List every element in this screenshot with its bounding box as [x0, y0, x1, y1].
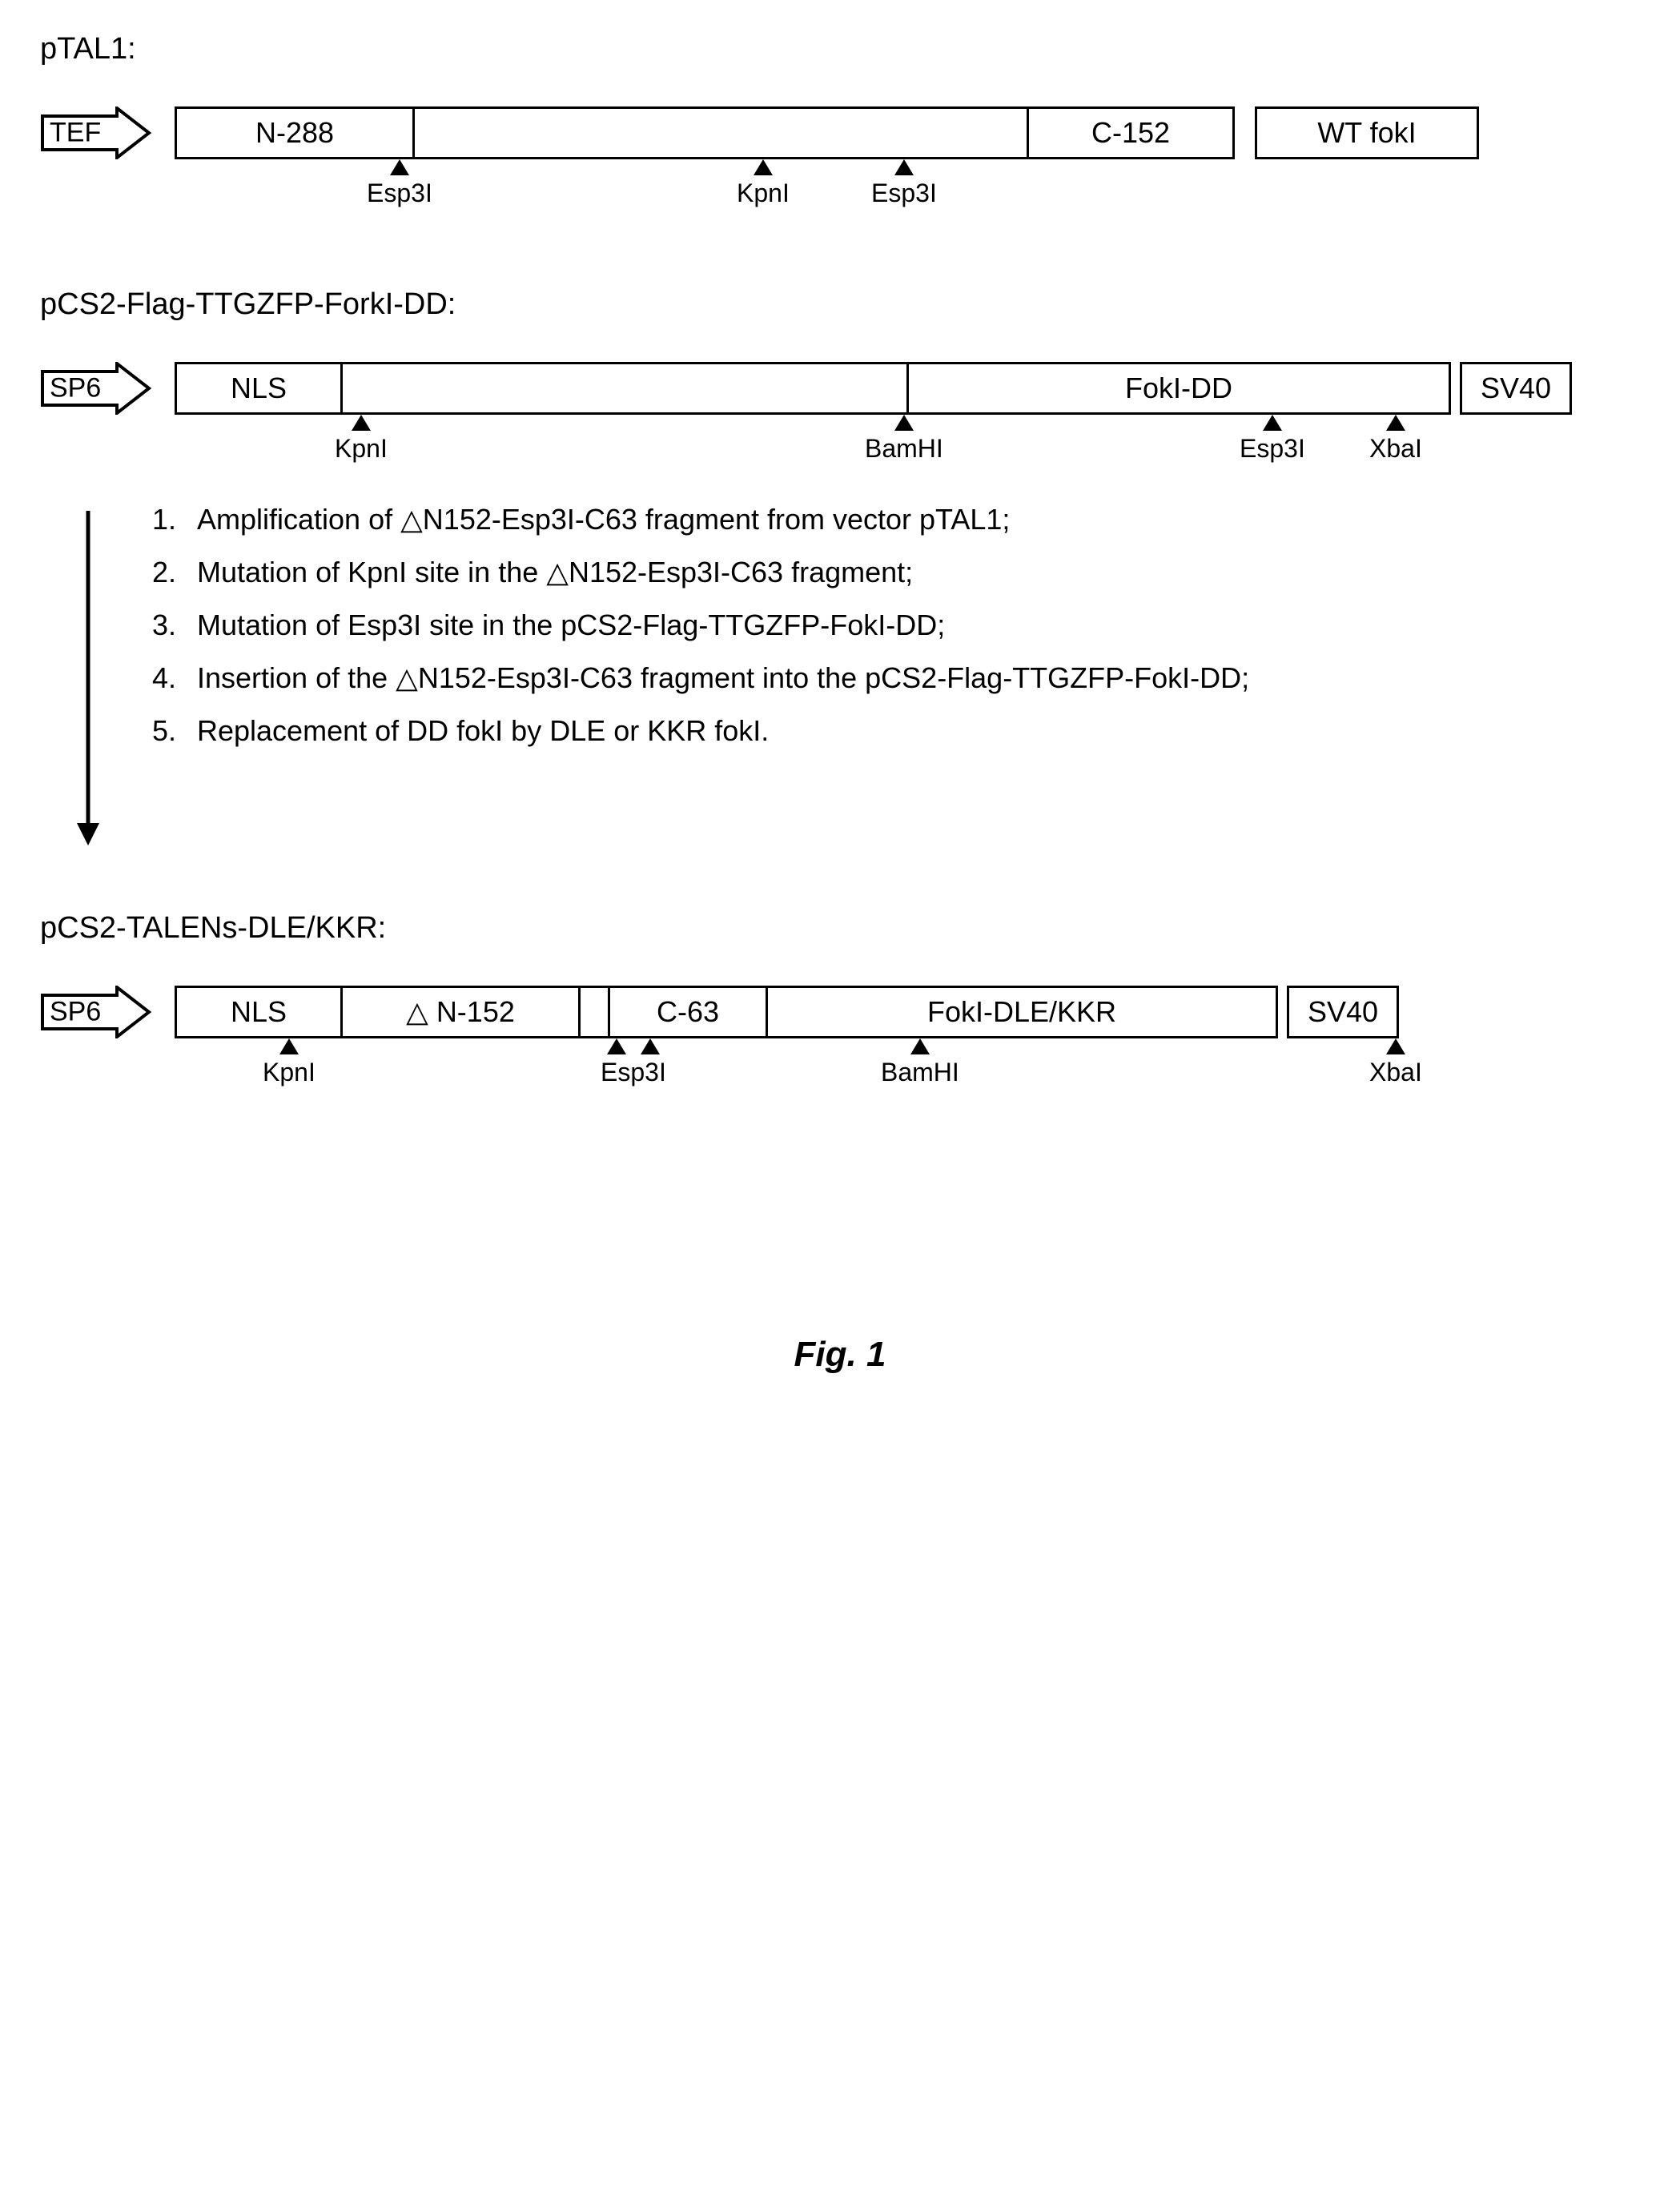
promoter-sp6-2: SP6 — [40, 986, 152, 1038]
step-5-text: Replacement of DD fokI by DLE or KKR fok… — [197, 714, 769, 748]
steps-section: 1. Amplification of △N152-Esp3I-C63 frag… — [72, 503, 1640, 847]
c2-marker-label-3: Esp3I — [1240, 434, 1305, 464]
c2-marker-xbai: XbaI — [1369, 415, 1422, 464]
c2-marker-esp3i: Esp3I — [1240, 415, 1305, 464]
triangle-icon — [641, 1038, 660, 1054]
triangle-icon — [754, 159, 773, 175]
step-1-num: 1. — [152, 503, 197, 536]
triangle-icon — [1386, 415, 1405, 431]
construct1-markers: Esp3I KpnI Esp3I — [40, 159, 1640, 215]
c2-seg-nls: NLS — [175, 362, 343, 415]
step-1: 1. Amplification of △N152-Esp3I-C63 frag… — [152, 503, 1249, 536]
c3-marker-label-2: Esp3I — [601, 1058, 666, 1087]
down-arrow-icon — [72, 511, 104, 847]
triangle-icon — [1263, 415, 1282, 431]
c2-seg-sv40: SV40 — [1460, 362, 1572, 415]
step-2: 2. Mutation of KpnI site in the △N152-Es… — [152, 556, 1249, 589]
c1-seg-mid — [412, 106, 1029, 159]
c3-marker-kpni: KpnI — [263, 1038, 316, 1087]
steps-list: 1. Amplification of △N152-Esp3I-C63 frag… — [152, 503, 1249, 767]
triangle-icon — [390, 159, 409, 175]
step-1-text: Amplification of △N152-Esp3I-C63 fragmen… — [197, 503, 1010, 536]
figure-caption: Fig. 1 — [40, 1335, 1640, 1375]
c3-marker-bamhi: BamHI — [881, 1038, 959, 1087]
step-2-num: 2. — [152, 556, 197, 589]
step-5: 5. Replacement of DD fokI by DLE or KKR … — [152, 714, 1249, 748]
c3-seg-fokidlekkr: FokI-DLE/KKR — [766, 986, 1278, 1038]
c2-seg-fokidd: FokI-DD — [906, 362, 1451, 415]
c1-marker-label-3: Esp3I — [871, 179, 937, 208]
construct2-markers: KpnI BamHI Esp3I XbaI — [40, 415, 1640, 471]
c3-seg-spacer — [578, 986, 610, 1038]
c3-seg-nls: NLS — [175, 986, 343, 1038]
construct3-markers: KpnI Esp3I BamHI XbaI — [40, 1038, 1640, 1094]
construct-ptal1: pTAL1: TEF N-288 C-152 WT fokI Esp3I Kpn… — [40, 32, 1640, 215]
c2-marker-label-2: BamHI — [865, 434, 943, 464]
c1-marker-label-1: Esp3I — [367, 179, 432, 208]
step-4: 4. Insertion of the △N152-Esp3I-C63 frag… — [152, 661, 1249, 695]
c2-marker-bamhi: BamHI — [865, 415, 943, 464]
c1-seg-c152: C-152 — [1027, 106, 1235, 159]
promoter-sp6-2-label: SP6 — [50, 997, 101, 1028]
promoter-tef-label: TEF — [50, 118, 101, 149]
c3-marker-label-4: XbaI — [1369, 1058, 1422, 1087]
step-3: 3. Mutation of Esp3I site in the pCS2-Fl… — [152, 608, 1249, 642]
construct1-title: pTAL1: — [40, 32, 1640, 66]
promoter-tef: TEF — [40, 106, 152, 159]
construct3-row: SP6 NLS △ N-152 C-63 FokI-DLE/KKR SV40 — [40, 986, 1640, 1038]
c2-marker-kpni: KpnI — [335, 415, 388, 464]
construct2-title: pCS2-Flag-TTGZFP-ForkI-DD: — [40, 287, 1640, 322]
c3-seg-n152: △ N-152 — [340, 986, 581, 1038]
triangle-icon — [607, 1038, 626, 1054]
step-3-text: Mutation of Esp3I site in the pCS2-Flag-… — [197, 608, 945, 642]
c3-seg-c63: C-63 — [608, 986, 768, 1038]
c1-seg-n288: N-288 — [175, 106, 415, 159]
construct-pcs2-talens: pCS2-TALENs-DLE/KKR: SP6 NLS △ N-152 C-6… — [40, 911, 1640, 1094]
c1-marker-esp3i-2: Esp3I — [871, 159, 937, 208]
construct3-title: pCS2-TALENs-DLE/KKR: — [40, 911, 1640, 946]
promoter-sp6-1-label: SP6 — [50, 373, 101, 404]
c3-marker-esp3i-group: Esp3I — [601, 1038, 666, 1087]
triangle-icon — [894, 159, 914, 175]
c2-marker-label-1: KpnI — [335, 434, 388, 464]
construct-pcs2-ttgzfp: pCS2-Flag-TTGZFP-ForkI-DD: SP6 NLS FokI-… — [40, 287, 1640, 471]
c3-marker-label-1: KpnI — [263, 1058, 316, 1087]
c3-marker-xbai: XbaI — [1369, 1038, 1422, 1087]
step-2-text: Mutation of KpnI site in the △N152-Esp3I… — [197, 556, 913, 589]
c3-seg-sv40: SV40 — [1287, 986, 1399, 1038]
construct1-row: TEF N-288 C-152 WT fokI — [40, 106, 1640, 159]
c3-marker-label-3: BamHI — [881, 1058, 959, 1087]
triangle-icon — [894, 415, 914, 431]
step-3-num: 3. — [152, 608, 197, 642]
triangle-icon — [1386, 1038, 1405, 1054]
triangle-icon — [910, 1038, 930, 1054]
c1-seg-wtfoki: WT fokI — [1255, 106, 1479, 159]
c2-seg-mid — [340, 362, 909, 415]
c1-marker-kpni: KpnI — [737, 159, 790, 208]
c1-marker-label-2: KpnI — [737, 179, 790, 208]
triangle-icon — [352, 415, 371, 431]
step-5-num: 5. — [152, 714, 197, 748]
construct2-row: SP6 NLS FokI-DD SV40 — [40, 362, 1640, 415]
c1-marker-esp3i-1: Esp3I — [367, 159, 432, 208]
step-4-text: Insertion of the △N152-Esp3I-C63 fragmen… — [197, 661, 1249, 695]
c2-marker-label-4: XbaI — [1369, 434, 1422, 464]
step-4-num: 4. — [152, 661, 197, 695]
promoter-sp6-1: SP6 — [40, 362, 152, 415]
triangle-icon — [279, 1038, 299, 1054]
